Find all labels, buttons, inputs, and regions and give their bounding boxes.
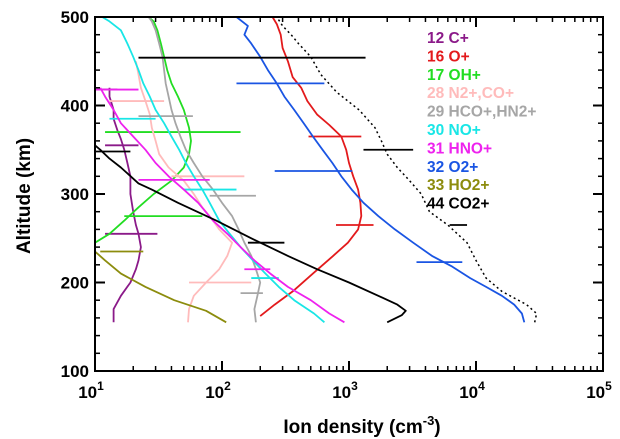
x-tick-exp: 2 [224, 379, 231, 393]
legend-item: 28 N2+,CO+ [427, 85, 514, 102]
x-tick-label: 103 [332, 379, 358, 402]
series-line-28-n2-co [135, 61, 233, 323]
y-tick-label: 100 [61, 362, 89, 381]
legend: 12 C+16 O+ 17 OH+28 N2+,CO+ 29 HCO+,HN2+30… [427, 30, 536, 213]
series-line-12-c [108, 87, 142, 323]
x-tick-base: 10 [332, 383, 351, 402]
series-line-32-o2 [235, 17, 526, 323]
series-line-30-no [100, 17, 325, 323]
x-tick-base: 10 [459, 383, 478, 402]
x-tick-label: 102 [205, 379, 231, 402]
legend-item: 44 CO2+ [427, 196, 489, 213]
y-axis-title: Altitude (km) [14, 138, 35, 254]
y-tick-label: 500 [61, 8, 89, 27]
legend-item: 32 O2+ [427, 159, 478, 176]
series-line-44-co2 [95, 144, 407, 324]
legend-item: 30 NO+ [427, 122, 481, 139]
legend-item: 16 O+ [427, 48, 470, 65]
legend-item: 12 C+ [427, 30, 469, 47]
x-tick-label: 101 [78, 379, 104, 402]
y-tick-label: 400 [61, 97, 89, 116]
legend-item: 29 HCO+,HN2+ [427, 104, 536, 121]
series-line-29-hco-hn2 [147, 17, 262, 323]
x-axis-title-text: Ion density (cm [283, 417, 422, 438]
x-tick-base: 10 [78, 383, 97, 402]
x-tick-label: 105 [586, 379, 612, 402]
y-tick-label: 200 [61, 274, 89, 293]
legend-item: 33 HO2+ [427, 177, 489, 194]
series-line-16-o [259, 17, 363, 317]
series-line-17-oh [95, 17, 192, 244]
x-axis-title-exp: -3 [423, 413, 435, 428]
x-tick-exp: 3 [351, 379, 358, 393]
series-line-total [275, 17, 538, 323]
plot-frame [94, 16, 604, 372]
y-tick-label: 300 [61, 185, 89, 204]
legend-item: 31 HNO+ [427, 140, 492, 157]
x-axis-title: Ion density (cm-3) [283, 413, 440, 438]
series-layer [95, 17, 538, 324]
x-tick-exp: 4 [478, 379, 485, 393]
x-tick-exp: 5 [605, 379, 612, 393]
x-tick-base: 10 [205, 383, 224, 402]
x-axis-title-close: ) [434, 417, 440, 438]
series-line-33-ho2 [95, 250, 227, 324]
x-tick-exp: 1 [97, 379, 104, 393]
series-line-31-hno [99, 87, 345, 324]
legend-item: 17 OH+ [427, 67, 481, 84]
x-tick-base: 10 [586, 383, 605, 402]
x-tick-label: 104 [459, 379, 485, 402]
